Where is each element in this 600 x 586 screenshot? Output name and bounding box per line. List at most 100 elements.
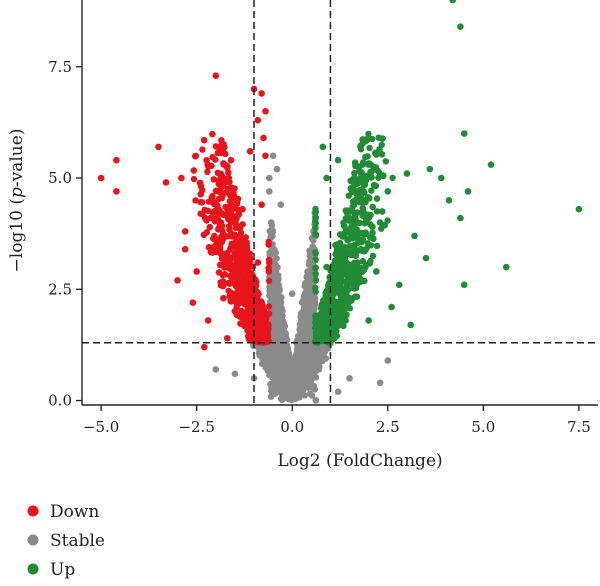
background-point xyxy=(372,182,379,189)
background-point xyxy=(242,234,249,241)
background-point xyxy=(353,240,361,247)
background-point xyxy=(372,164,380,171)
background-point xyxy=(347,227,354,234)
background-point xyxy=(218,194,225,202)
background-point xyxy=(202,214,209,222)
background-point xyxy=(310,370,317,378)
background-point xyxy=(254,292,261,300)
background-point xyxy=(219,271,226,279)
background-point xyxy=(335,322,342,329)
background-point xyxy=(340,322,347,329)
background-point xyxy=(296,367,304,374)
background-point xyxy=(341,302,348,309)
background-point xyxy=(339,271,346,278)
background-point xyxy=(379,208,386,215)
background-point xyxy=(265,241,272,248)
background-point xyxy=(359,161,366,168)
background-point xyxy=(238,307,245,315)
background-point xyxy=(369,229,376,236)
background-point xyxy=(201,206,208,214)
background-point xyxy=(301,392,309,399)
background-point xyxy=(265,303,273,310)
background-point xyxy=(273,389,280,396)
background-point xyxy=(218,142,225,149)
background-point xyxy=(212,143,220,150)
point-cloud-layer xyxy=(190,130,396,404)
background-point xyxy=(304,381,312,388)
background-point xyxy=(217,238,224,245)
background-point xyxy=(266,287,273,294)
background-point xyxy=(366,144,373,152)
background-point xyxy=(351,159,359,166)
background-point xyxy=(266,259,273,267)
background-point xyxy=(201,137,208,144)
background-point xyxy=(317,304,325,312)
background-point xyxy=(265,310,273,317)
background-point xyxy=(230,191,237,199)
background-point xyxy=(351,285,358,292)
background-point xyxy=(373,208,381,215)
background-point xyxy=(368,187,375,194)
background-point xyxy=(359,212,366,219)
background-point xyxy=(226,178,233,186)
background-point xyxy=(227,212,234,219)
background-point xyxy=(362,230,370,238)
background-point xyxy=(237,320,244,327)
background-point xyxy=(368,174,375,181)
background-point xyxy=(275,320,282,327)
background-point xyxy=(312,250,319,257)
background-point xyxy=(222,203,229,211)
background-point xyxy=(204,161,211,168)
background-point xyxy=(236,287,243,294)
background-point xyxy=(378,151,386,158)
background-point xyxy=(316,312,324,319)
background-point xyxy=(369,135,376,143)
background-point xyxy=(316,332,323,339)
background-point xyxy=(352,226,359,234)
background-point xyxy=(306,390,314,397)
background-point xyxy=(265,350,272,357)
background-point xyxy=(205,244,213,251)
background-point xyxy=(369,203,376,211)
background-point xyxy=(350,183,357,190)
background-point xyxy=(322,355,330,362)
background-point xyxy=(214,149,221,157)
background-point xyxy=(260,312,268,319)
background-point xyxy=(357,194,365,201)
background-point xyxy=(210,176,217,183)
background-point xyxy=(190,175,198,183)
background-point xyxy=(222,233,229,240)
background-point xyxy=(294,350,302,357)
background-point xyxy=(223,189,230,196)
background-point xyxy=(362,198,369,206)
background-point xyxy=(275,332,282,340)
background-point xyxy=(199,146,206,153)
background-point xyxy=(373,195,381,202)
background-point xyxy=(265,277,273,285)
background-point xyxy=(312,397,319,404)
background-point xyxy=(230,269,238,277)
background-point xyxy=(212,156,219,163)
background-point xyxy=(237,231,244,239)
background-point xyxy=(216,224,223,231)
background-point xyxy=(312,217,319,225)
background-point xyxy=(341,246,348,254)
background-point xyxy=(247,256,254,263)
background-point xyxy=(302,319,309,326)
background-point xyxy=(298,375,305,382)
background-point xyxy=(379,135,386,142)
background-point xyxy=(298,324,305,332)
background-point xyxy=(310,383,317,390)
background-point xyxy=(245,328,253,336)
background-point xyxy=(364,211,372,218)
background-point xyxy=(250,282,257,289)
background-point xyxy=(269,229,276,236)
background-point xyxy=(196,179,204,187)
background-point xyxy=(309,243,316,250)
background-point xyxy=(361,220,368,227)
background-point xyxy=(219,282,227,290)
background-point xyxy=(197,210,204,217)
background-point xyxy=(204,168,211,175)
background-point xyxy=(236,299,243,306)
background-point xyxy=(222,150,229,158)
